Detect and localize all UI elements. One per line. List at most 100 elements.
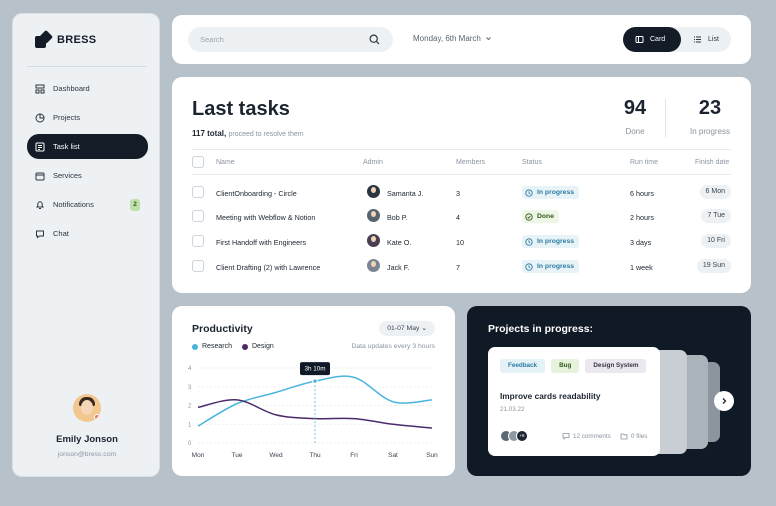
x-tick-label: Mon xyxy=(192,452,205,459)
sidebar-item-label: Task list xyxy=(53,142,80,151)
brand-logo[interactable]: BRESS xyxy=(35,29,97,48)
column-run-time[interactable]: Run time xyxy=(630,159,659,166)
project-date: 21.03.22 xyxy=(500,406,525,413)
project-title: Improve cards readability xyxy=(500,391,601,401)
table-row[interactable]: Meeting with Webflow & Notion Bob P. 4 D… xyxy=(192,205,731,229)
list-view-button[interactable]: List xyxy=(681,27,731,52)
admin-avatar xyxy=(367,185,380,198)
column-finish-date[interactable]: Finish date xyxy=(695,159,730,166)
search-input[interactable]: Search xyxy=(188,27,393,52)
next-button[interactable] xyxy=(714,391,734,411)
table-row[interactable]: ClientOnboarding - Circle Samanta J. 3 I… xyxy=(192,181,731,205)
status-badge: In progress xyxy=(522,260,580,273)
card-icon xyxy=(635,36,644,43)
select-all-checkbox[interactable] xyxy=(192,156,204,168)
last-tasks-panel: Last tasks 117 total, proceed to resolve… xyxy=(172,77,751,293)
admin-avatar xyxy=(367,259,380,272)
member-avatars[interactable]: +8 xyxy=(500,430,528,442)
legend-label-research: Research xyxy=(202,343,232,350)
search-icon[interactable] xyxy=(369,34,380,45)
date-range-select[interactable]: 01-07 May ⌄ xyxy=(379,321,435,336)
x-tick-label: Sat xyxy=(388,452,398,459)
row-checkbox[interactable] xyxy=(192,260,204,272)
project-card[interactable]: Feedback Bug Design System Improve cards… xyxy=(488,347,660,456)
column-members[interactable]: Members xyxy=(456,159,486,166)
date-label: Monday, 6th March xyxy=(413,34,481,43)
table-row[interactable]: First Handoff with Engineers Kate O. 10 … xyxy=(192,230,731,254)
list-icon xyxy=(694,36,701,43)
stat-divider xyxy=(665,99,666,137)
sidebar-item-label: Services xyxy=(53,171,82,180)
run-time: 3 days xyxy=(630,238,652,247)
task-name: Client Drafting (2) with Lawrence xyxy=(216,263,321,272)
dashboard-icon xyxy=(35,84,45,93)
box-icon xyxy=(35,172,45,180)
view-toggle: Card List xyxy=(623,27,731,52)
search-placeholder: Search xyxy=(200,35,224,44)
user-profile[interactable]: Emily Jonson jonson@bress.com xyxy=(13,394,161,458)
sidebar-item-dashboard[interactable]: Dashboard xyxy=(27,76,148,101)
status-badge: In progress xyxy=(522,235,580,248)
status-label: In progress xyxy=(537,238,575,245)
sidebar-item-notifications[interactable]: Notifications 2 xyxy=(27,192,148,217)
project-tags: Feedback Bug Design System xyxy=(500,359,647,373)
column-status[interactable]: Status xyxy=(522,159,542,166)
tag-design-system[interactable]: Design System xyxy=(585,359,647,373)
row-checkbox[interactable] xyxy=(192,210,204,222)
x-tick-label: Fri xyxy=(350,452,358,459)
projects-panel: Projects in progress: Feedback Bug Desig… xyxy=(467,306,751,476)
status-label: In progress xyxy=(537,263,575,270)
run-time: 2 hours xyxy=(630,213,654,222)
chat-icon xyxy=(36,230,44,238)
column-admin[interactable]: Admin xyxy=(363,159,383,166)
sidebar-item-chat[interactable]: Chat xyxy=(27,221,148,246)
column-name[interactable]: Name xyxy=(216,159,235,166)
date-range-label: 01-07 May xyxy=(387,325,420,332)
y-tick-label: 0 xyxy=(188,441,192,447)
finish-date-pill: 10 Fri xyxy=(701,234,731,248)
admin-name: Bob P. xyxy=(387,213,408,222)
card-view-button[interactable]: Card xyxy=(623,27,681,52)
row-checkbox[interactable] xyxy=(192,235,204,247)
sidebar-item-task-list[interactable]: Task list xyxy=(27,134,148,159)
y-tick-label: 4 xyxy=(188,366,192,372)
table-row[interactable]: Client Drafting (2) with Lawrence Jack F… xyxy=(192,255,731,279)
table-header: Name Admin Members Status Run time Finis… xyxy=(192,149,731,175)
avatar xyxy=(73,394,101,422)
sidebar: BRESS Dashboard Projects Task list Servi… xyxy=(12,13,160,477)
chart-legend: Research Design xyxy=(192,343,274,350)
legend-swatch-design xyxy=(241,343,248,350)
sidebar-item-services[interactable]: Services xyxy=(27,163,148,188)
legend-research: Research xyxy=(192,343,232,350)
members-count: 10 xyxy=(456,238,464,247)
sidebar-item-label: Chat xyxy=(53,229,69,238)
status-dot xyxy=(94,414,100,420)
notification-count-badge: 2 xyxy=(130,199,140,211)
profile-name: Emily Jonson xyxy=(56,434,118,445)
x-tick-label: Sun xyxy=(426,452,438,459)
chevron-down-icon: ⌄ xyxy=(421,325,427,332)
brand-name: BRESS xyxy=(57,34,97,46)
sidebar-item-label: Dashboard xyxy=(53,84,90,93)
more-members-badge: +8 xyxy=(516,430,528,442)
sidebar-item-projects[interactable]: Projects xyxy=(27,105,148,130)
members-count: 4 xyxy=(456,213,460,222)
date-selector[interactable]: Monday, 6th March xyxy=(413,34,492,43)
files-label: 0 files xyxy=(631,432,648,440)
admin-avatar xyxy=(367,234,380,247)
task-name: First Handoff with Engineers xyxy=(216,238,307,247)
clock-icon xyxy=(525,188,533,197)
tasks-total-note: proceed to resolve them xyxy=(228,131,304,138)
tag-bug[interactable]: Bug xyxy=(551,359,580,373)
row-checkbox[interactable] xyxy=(192,186,204,198)
members-count: 7 xyxy=(456,263,460,272)
tasks-summary: 117 total, proceed to resolve them xyxy=(192,129,304,138)
files-count[interactable]: 0 files xyxy=(620,432,647,440)
tag-feedback[interactable]: Feedback xyxy=(500,359,546,373)
x-tick-label: Tue xyxy=(232,452,243,459)
comments-count[interactable]: 12 comments xyxy=(562,432,611,440)
productivity-chart[interactable]: 0 1 2 3 4 Mon Tue Wed Thu Fri Sat Sun 3h 10m xyxy=(182,356,447,466)
x-tick-label: Wed xyxy=(269,452,283,459)
y-tick-label: 2 xyxy=(188,404,192,410)
logo-icon xyxy=(35,29,54,48)
